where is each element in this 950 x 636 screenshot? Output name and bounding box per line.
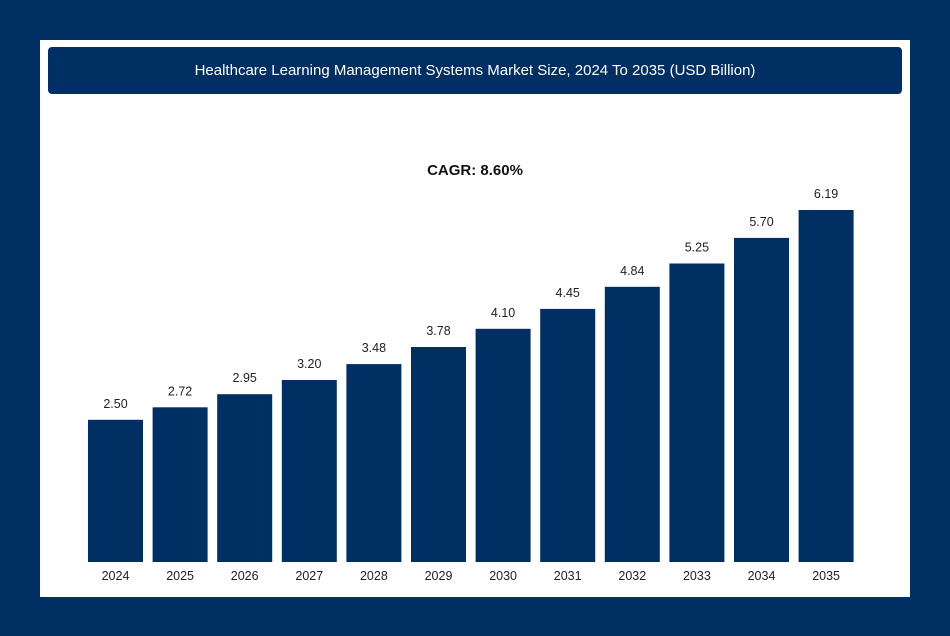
bar-2032 — [604, 286, 660, 562]
value-label-2026: 2.95 — [233, 371, 257, 385]
x-tick-2031: 2031 — [554, 569, 582, 583]
chart-card: Healthcare Learning Management Systems M… — [40, 40, 910, 597]
bars-group: 2.50 2024 2.72 2025 2.95 2026 3.20 2027 3.48 2028… — [88, 187, 854, 583]
value-label-2034: 5.70 — [749, 215, 773, 229]
x-tick-2030: 2030 — [489, 569, 517, 583]
bar-2030 — [475, 328, 531, 562]
value-label-2024: 2.50 — [103, 397, 127, 411]
bar-2025 — [152, 407, 208, 562]
value-label-2035: 6.19 — [814, 187, 838, 201]
x-tick-2035: 2035 — [812, 569, 840, 583]
x-tick-2029: 2029 — [425, 569, 453, 583]
value-label-2028: 3.48 — [362, 341, 386, 355]
bar-2031 — [540, 308, 596, 562]
value-label-2030: 4.10 — [491, 306, 515, 320]
value-label-2027: 3.20 — [297, 357, 321, 371]
value-label-2033: 5.25 — [685, 241, 709, 255]
chart-title: Healthcare Learning Management Systems M… — [48, 47, 902, 94]
x-tick-2032: 2032 — [618, 569, 646, 583]
bar-2034 — [734, 237, 789, 562]
x-tick-2026: 2026 — [231, 569, 259, 583]
bar-2033 — [669, 263, 725, 562]
value-label-2025: 2.72 — [168, 384, 192, 398]
x-tick-2028: 2028 — [360, 569, 388, 583]
bar-2026 — [217, 394, 273, 562]
cagr-label: CAGR: 8.60% — [427, 162, 523, 179]
bar-2029 — [411, 347, 466, 562]
bar-2035 — [798, 210, 854, 562]
bar-2028 — [346, 364, 402, 562]
x-tick-2025: 2025 — [166, 569, 194, 583]
x-tick-2024: 2024 — [102, 569, 130, 583]
bar-2027 — [281, 380, 337, 562]
bar-2024 — [88, 419, 143, 562]
x-tick-2033: 2033 — [683, 569, 711, 583]
x-tick-2027: 2027 — [295, 569, 323, 583]
value-label-2031: 4.45 — [556, 286, 580, 300]
bar-chart: CAGR: 8.60% 2.50 2024 2.72 2025 2.95 2026 3.20… — [88, 162, 854, 583]
value-label-2029: 3.78 — [426, 324, 450, 338]
x-tick-2034: 2034 — [748, 569, 776, 583]
value-label-2032: 4.84 — [620, 264, 644, 278]
